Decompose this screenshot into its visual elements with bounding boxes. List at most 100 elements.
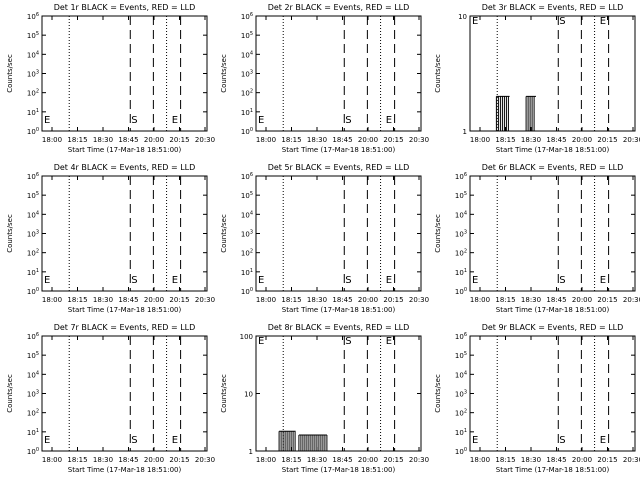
x-axis-label: Start Time (17-Mar-18 18:51:00) [282, 306, 396, 314]
y-tick-label: 100 [455, 287, 467, 296]
y-tick-label: 100 [241, 127, 253, 136]
y-tick-label: 105 [241, 31, 253, 40]
x-tick-label: 20:00 [144, 136, 164, 144]
plot-frame [469, 335, 636, 452]
marker-s-letter: S [345, 275, 351, 286]
marker-s-letter: S [131, 115, 137, 126]
y-tick-label: 106 [455, 332, 467, 341]
x-tick-label: 18:45 [332, 136, 352, 144]
y-tick-label: 103 [241, 230, 253, 239]
marker-s-letter: S [131, 435, 137, 446]
plot-frame [255, 175, 422, 292]
y-tick-label: 102 [27, 409, 39, 418]
x-tick-label: 18:30 [307, 296, 327, 304]
x-tick-label: 18:45 [546, 296, 566, 304]
x-tick-label: 18:45 [546, 136, 566, 144]
y-tick-label: 102 [27, 249, 39, 258]
x-tick-label: 18:30 [521, 456, 541, 464]
x-tick-label: 20:00 [572, 136, 592, 144]
y-tick-label: 106 [27, 332, 39, 341]
y-tick-label: 101 [455, 428, 467, 437]
x-tick-label: 18:15 [281, 296, 301, 304]
panel-title: Det 6r BLACK = Events, RED = LLD [482, 163, 624, 172]
y-axis-label: Counts/sec [434, 54, 442, 93]
x-tick-label: 20:15 [383, 456, 403, 464]
y-tick-label: 102 [241, 249, 253, 258]
marker-e-letter: E [386, 336, 392, 347]
y-tick-label: 100 [27, 287, 39, 296]
x-tick-label: 18:15 [281, 456, 301, 464]
x-tick-label: 18:30 [93, 296, 113, 304]
x-tick-label: 20:00 [358, 296, 378, 304]
detector-panel-5: Det 5r BLACK = Events, RED = LLD Counts/s… [220, 163, 429, 314]
panel-title: Det 1r BLACK = Events, RED = LLD [54, 3, 196, 12]
x-tick-label: 20:30 [623, 296, 640, 304]
y-tick-label: 101 [27, 428, 39, 437]
x-axis-label: Start Time (17-Mar-18 18:51:00) [496, 466, 610, 474]
y-tick-label: 105 [27, 191, 39, 200]
x-axis-label: Start Time (17-Mar-18 18:51:00) [282, 146, 396, 154]
detector-panel-1: Det 1r BLACK = Events, RED = LLD Counts/s… [6, 3, 215, 154]
marker-e-letter: E [172, 435, 178, 446]
y-tick-label: 105 [455, 191, 467, 200]
x-tick-label: 20:30 [195, 136, 215, 144]
marker-start-letter: E [44, 115, 50, 126]
marker-start-letter: E [258, 275, 264, 286]
x-axis-label: Start Time (17-Mar-18 18:51:00) [496, 306, 610, 314]
y-tick-label: 105 [27, 31, 39, 40]
x-tick-label: 20:30 [409, 296, 429, 304]
panel-title: Det 9r BLACK = Events, RED = LLD [482, 323, 624, 332]
y-axis-label: Counts/sec [434, 374, 442, 413]
y-tick-label: 103 [455, 230, 467, 239]
y-tick-label: 104 [241, 210, 253, 219]
y-tick-label: 106 [27, 172, 39, 181]
marker-start-letter: E [472, 16, 478, 27]
marker-start-letter: E [258, 336, 264, 347]
y-tick-label: 100 [241, 287, 253, 296]
y-axis-label: Counts/sec [434, 214, 442, 253]
marker-start-letter: E [472, 275, 478, 286]
x-tick-label: 20:30 [623, 456, 640, 464]
y-tick-label: 100 [240, 333, 253, 341]
detector-panel-2: Det 2r BLACK = Events, RED = LLD Counts/s… [220, 3, 429, 154]
x-tick-label: 18:30 [93, 136, 113, 144]
y-tick-label: 101 [241, 108, 253, 117]
x-axis-label: Start Time (17-Mar-18 18:51:00) [68, 306, 182, 314]
x-tick-label: 18:00 [256, 456, 276, 464]
y-tick-label: 101 [455, 268, 467, 277]
x-tick-label: 20:15 [597, 296, 617, 304]
marker-e-letter: E [172, 275, 178, 286]
x-tick-label: 20:00 [572, 456, 592, 464]
x-tick-label: 20:30 [409, 456, 429, 464]
x-tick-label: 20:30 [195, 296, 215, 304]
marker-start-letter: E [44, 275, 50, 286]
x-tick-label: 18:15 [495, 136, 515, 144]
x-tick-label: 18:00 [470, 136, 490, 144]
marker-s-letter: S [345, 336, 351, 347]
marker-e-letter: E [386, 115, 392, 126]
y-tick-label: 100 [455, 447, 467, 456]
y-tick-label: 102 [455, 249, 467, 258]
detector-panel-7: Det 7r BLACK = Events, RED = LLD Counts/s… [6, 323, 215, 474]
plot-frame [41, 335, 208, 452]
y-tick-label: 106 [241, 12, 253, 21]
y-axis-label: Counts/sec [6, 54, 14, 93]
x-tick-label: 18:00 [256, 136, 276, 144]
y-tick-label: 104 [455, 370, 467, 379]
y-tick-label: 1 [463, 128, 467, 136]
detector-panel-6: Det 6r BLACK = Events, RED = LLD Counts/s… [434, 163, 640, 314]
x-tick-label: 18:15 [281, 136, 301, 144]
y-axis-label: Counts/sec [220, 374, 228, 413]
y-tick-label: 102 [27, 89, 39, 98]
y-tick-label: 103 [27, 70, 39, 79]
y-tick-label: 103 [27, 230, 39, 239]
x-axis-label: Start Time (17-Mar-18 18:51:00) [282, 466, 396, 474]
x-axis-label: Start Time (17-Mar-18 18:51:00) [496, 146, 610, 154]
plot-frame [469, 175, 636, 292]
marker-e-letter: E [600, 275, 606, 286]
y-tick-label: 104 [27, 210, 39, 219]
x-tick-label: 20:15 [597, 136, 617, 144]
marker-s-letter: S [559, 275, 565, 286]
y-tick-label: 100 [27, 127, 39, 136]
